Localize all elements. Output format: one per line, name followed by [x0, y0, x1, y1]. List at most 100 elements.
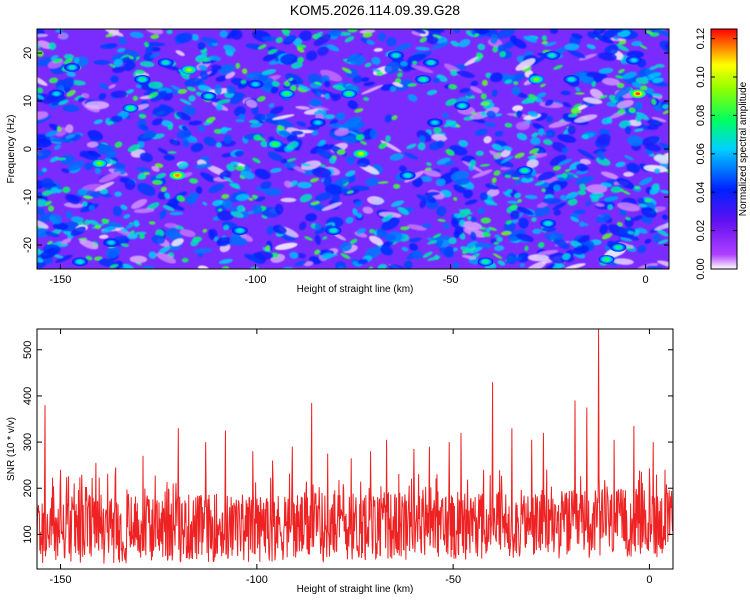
- heatmap-cell: [662, 109, 669, 115]
- heatmap-cell: [136, 166, 151, 172]
- heatmap-cell: [363, 97, 370, 101]
- heatmap-cell: [267, 151, 283, 162]
- heatmap-cell: [150, 34, 160, 40]
- heatmap-cell: [139, 61, 155, 68]
- heatmap-cell: [437, 218, 446, 222]
- heatmap-cell: [212, 199, 223, 207]
- heatmap-cell: [152, 179, 163, 185]
- heatmap-peak-ring: [186, 68, 192, 72]
- heatmap-cell: [226, 30, 238, 39]
- heatmap-peak-ring: [128, 106, 134, 110]
- heatmap-cell: [77, 97, 86, 103]
- heatmap-cell: [162, 205, 175, 212]
- heatmap-cell: [98, 258, 116, 267]
- heatmap-peak-ring: [315, 121, 321, 125]
- heatmap-cell: [270, 167, 282, 173]
- snr-x-tick-label: -150: [50, 574, 72, 586]
- snr-y-label: SNR (10 * v/v): [6, 417, 17, 481]
- heatmap-cell: [339, 242, 353, 252]
- heatmap-cell: [84, 219, 91, 226]
- heatmap-cell: [290, 85, 297, 92]
- heatmap-cell: [176, 129, 192, 139]
- heatmap-cell: [656, 229, 669, 237]
- heatmap-cell: [542, 197, 561, 205]
- heatmap-cell: [427, 239, 440, 245]
- heatmap-y-axis: -20 -10 0 10 20: [22, 47, 669, 253]
- heatmap-cell: [399, 165, 408, 173]
- heatmap-cell: [131, 199, 148, 209]
- heatmap-cell: [114, 141, 123, 148]
- heatmap-cell: [560, 90, 571, 96]
- heatmap-cell: [373, 47, 383, 52]
- heatmap-cell: [328, 132, 345, 141]
- heatmap-cell: [45, 130, 59, 137]
- heatmap-cell: [123, 49, 140, 58]
- snr-frame: [36, 328, 674, 570]
- heatmap-cell: [366, 40, 375, 45]
- heatmap-cell: [79, 239, 99, 250]
- heatmap-cell: [201, 37, 218, 44]
- heatmap-cell: [541, 35, 548, 41]
- heatmap-cell: [37, 199, 47, 207]
- heatmap-peak-ring: [615, 245, 621, 249]
- heatmap-cell: [452, 262, 460, 269]
- heatmap-cell: [118, 36, 127, 45]
- heatmap-cell: [521, 176, 534, 183]
- heatmap-peak: [415, 75, 432, 84]
- heatmap-cell: [51, 97, 67, 106]
- heatmap-cell: [576, 163, 587, 171]
- heatmap-cell: [351, 129, 369, 139]
- heatmap-cell: [569, 161, 581, 170]
- heatmap-cell: [579, 221, 585, 228]
- heatmap-cell: [621, 190, 631, 195]
- heatmap-cell: [181, 257, 189, 263]
- heatmap-cell: [595, 34, 614, 44]
- heatmap-cell: [60, 238, 72, 245]
- heatmap-cell: [233, 106, 246, 117]
- colorbar-tick-label: 0.10: [695, 66, 707, 87]
- heatmap-cell: [49, 213, 63, 225]
- heatmap-cell: [651, 98, 657, 105]
- heatmap-peak: [610, 243, 627, 252]
- heatmap-cell: [328, 123, 345, 128]
- heatmap-cell: [179, 98, 192, 105]
- heatmap-cell: [411, 64, 434, 74]
- heatmap-cell: [562, 253, 571, 260]
- heatmap-cell: [481, 79, 488, 86]
- heatmap-cell: [248, 197, 254, 201]
- heatmap-cell: [315, 192, 333, 202]
- heatmap-cell: [314, 224, 333, 235]
- snr-y-tick-label: 200: [22, 479, 34, 497]
- heatmap-cell: [110, 90, 128, 99]
- heatmap-cell: [223, 176, 234, 184]
- heatmap-cell: [214, 84, 222, 95]
- colorbar-label: Normalized spectral amplitude: [738, 81, 749, 216]
- heatmap-cell: [518, 217, 529, 229]
- heatmap-cell: [365, 177, 379, 187]
- heatmap-peak-ring: [175, 173, 180, 177]
- snr-y-tick-label: 400: [22, 387, 34, 405]
- snr-y-tick-label: 300: [22, 433, 34, 451]
- heatmap-cell: [624, 155, 634, 161]
- heatmap-cell: [524, 245, 529, 252]
- heatmap-cell: [645, 87, 654, 94]
- heatmap-cell: [321, 74, 330, 83]
- heatmap-cell: [595, 203, 605, 207]
- heatmap-cell: [208, 183, 225, 194]
- heatmap-cell: [89, 137, 102, 142]
- heatmap-cell: [616, 221, 623, 227]
- heatmap-cell: [378, 32, 386, 42]
- heatmap-cell: [305, 213, 317, 222]
- heatmap-cell: [552, 202, 567, 211]
- heatmap-cell: [315, 88, 323, 98]
- heatmap-peak: [200, 91, 217, 101]
- heatmap-cell: [575, 87, 581, 92]
- heatmap-cell: [125, 222, 135, 229]
- heatmap-cell: [564, 168, 571, 173]
- heatmap-cell: [392, 82, 403, 88]
- heatmap-cell: [369, 129, 378, 140]
- heatmap-cell: [274, 203, 284, 215]
- heatmap-cell: [223, 44, 236, 53]
- heatmap-cell: [112, 206, 123, 217]
- heatmap-cell: [253, 251, 274, 260]
